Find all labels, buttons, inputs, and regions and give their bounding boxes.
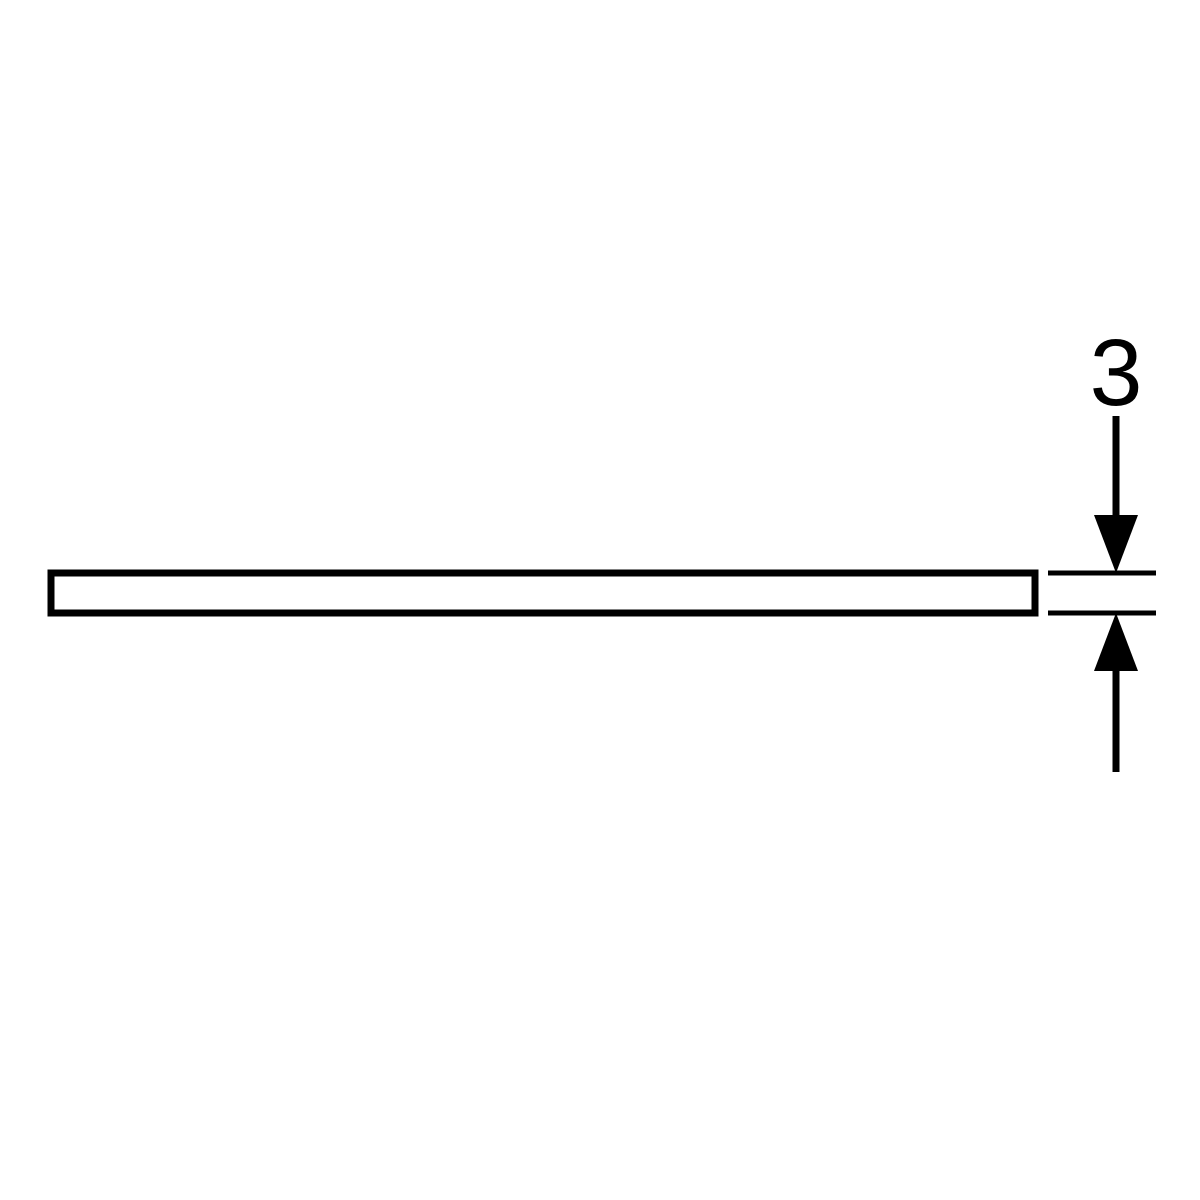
dimension-value: 3 bbox=[1090, 320, 1143, 426]
profile-bar bbox=[51, 573, 1035, 613]
dimension-diagram: 3 bbox=[0, 0, 1200, 1200]
arrowhead-down-icon bbox=[1094, 515, 1138, 573]
arrowhead-up-icon bbox=[1094, 613, 1138, 671]
